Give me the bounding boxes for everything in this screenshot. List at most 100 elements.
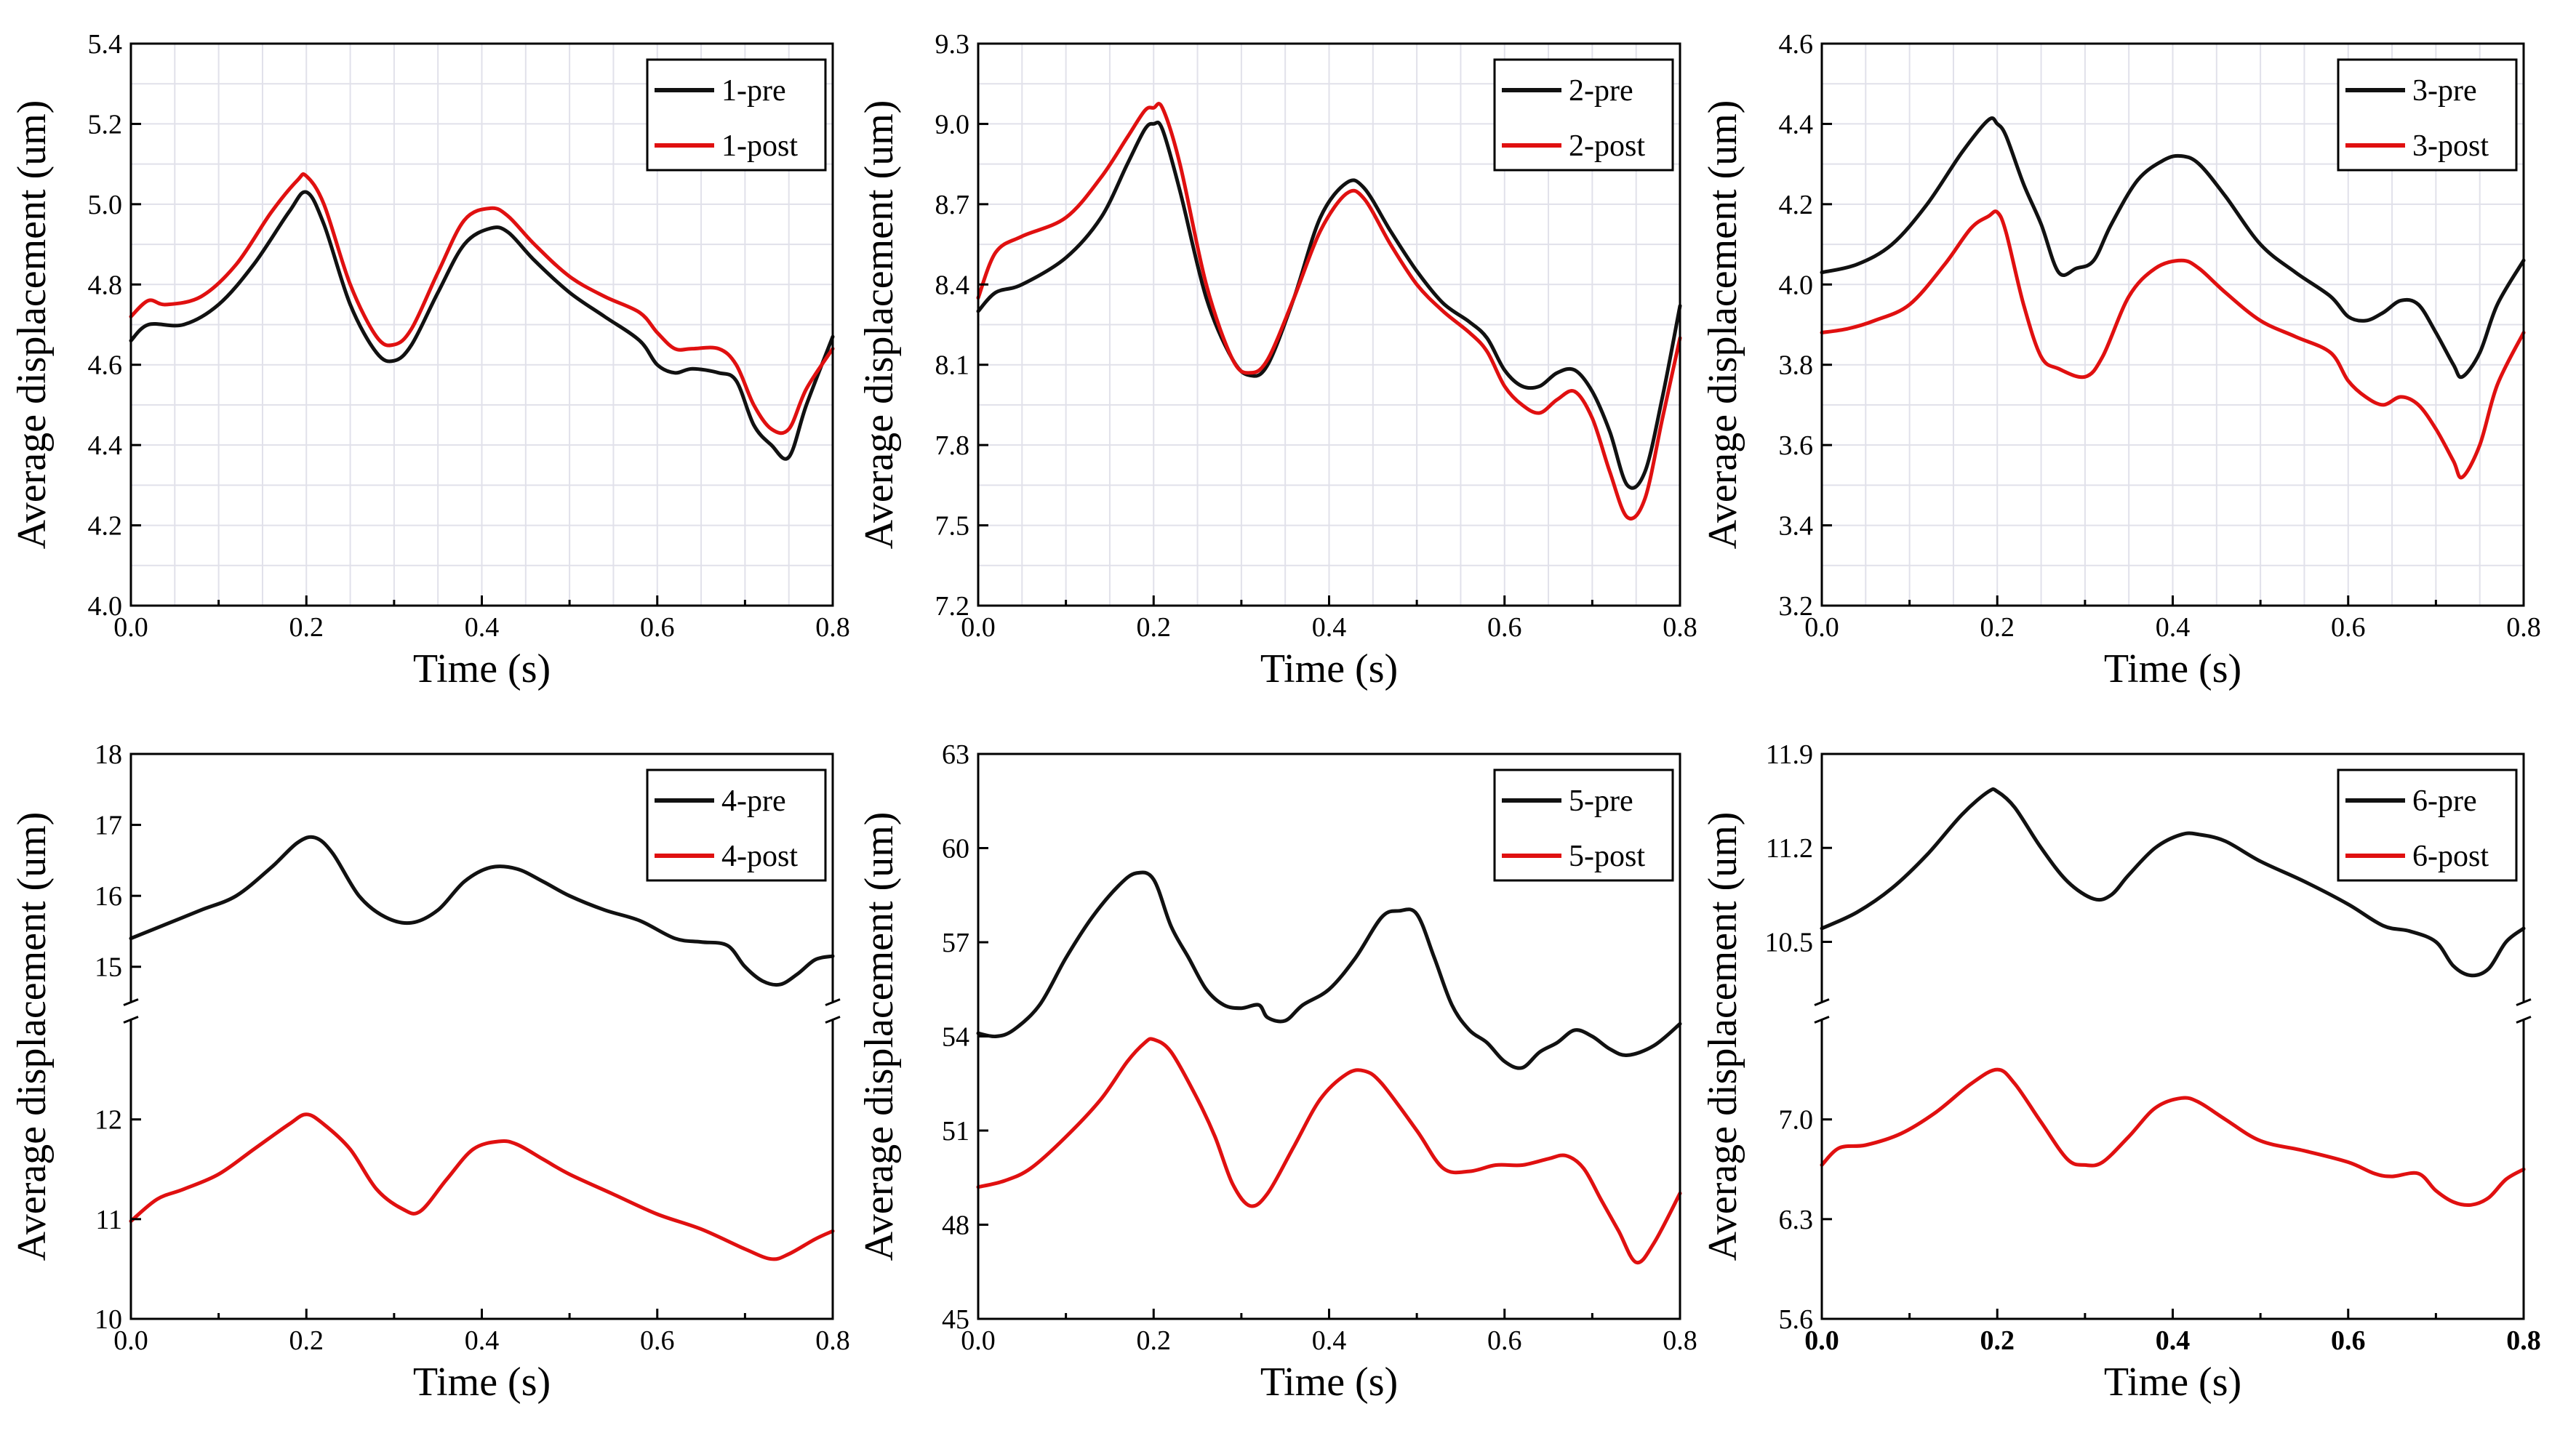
panel-1: 0.0 0.2 0.4 0.6 0.8 4.0 4.2 4.4 4.6 4.8 5.0 5.2 5.4 T… [9,29,850,691]
legend-label-pre: 5-pre [1569,784,1633,818]
x-tick-label: 0.8 [815,1325,850,1356]
series-line-6-post [1820,1067,2526,1208]
y-tick-label: 8.4 [935,270,970,300]
y-tick-label: 45 [942,1304,969,1335]
x-tick-label: 0.4 [1312,1325,1347,1356]
legend: 5-pre 5-post [1493,768,1674,882]
legend-box [2337,768,2518,882]
axes-box-lower [1820,1019,2525,1320]
y-tick-label: 11.9 [1766,739,1813,770]
x-tick-label: 0.0 [1804,612,1839,643]
x-tick-label: 0.4 [1312,612,1347,643]
legend: 2-pre 2-post [1493,58,1674,172]
plot-area [976,102,1682,521]
y-tick-label: 57 [942,928,969,958]
y-tick-label: 8.7 [935,190,970,220]
y-tick-label: 4.0 [1779,270,1814,300]
legend-label-pre: 6-pre [2412,784,2477,818]
x-tick-label: 0.2 [1980,612,2015,643]
panel-3: 0.0 0.2 0.4 0.6 0.8 3.2 3.4 3.6 3.8 4.0 4.2 4.4 4.6 T… [1700,29,2541,691]
axis-break-mark [1814,1016,1830,1024]
x-tick-label: 0.4 [2156,1325,2191,1356]
series-line-2-post [976,102,1682,521]
y-tick-label: 10 [95,1304,122,1335]
ticks [1820,752,2525,1320]
x-axis-title: Time (s) [1260,1360,1398,1405]
plot-area [976,870,1682,1265]
series-line-4-post [129,1112,835,1261]
legend-box [2337,58,2518,172]
y-axis-title: Average displacement (um) [1700,812,1745,1261]
plot-area [1820,787,2526,1208]
y-tick-label: 15 [95,952,122,983]
x-tick-label: 0.4 [2156,612,2191,643]
series-line-1-post [129,172,835,435]
y-tick-label: 5.0 [88,190,123,220]
y-tick-label: 54 [942,1022,969,1053]
legend-box [1493,58,1674,172]
legend: 3-pre 3-post [2337,58,2518,172]
y-tick-label: 3.2 [1779,591,1814,622]
legend-label-pre: 2-pre [1569,74,1633,108]
axis-break-mark [1814,998,1830,1006]
x-tick-label: 0.8 [2506,612,2541,643]
y-tick-label: 4.6 [88,350,123,381]
y-tick-label: 60 [942,834,969,864]
y-tick-label: 4.2 [1779,190,1814,220]
y-tick-label: 10.5 [1765,927,1814,958]
y-tick-label: 3.6 [1779,430,1814,461]
x-tick-label: 0.4 [465,612,500,643]
x-axis-title: Time (s) [413,1360,551,1405]
y-tick-label: 4.4 [88,430,123,461]
y-tick-label: 5.4 [88,29,123,60]
plot-area [1820,116,2526,480]
y-tick-label: 7.8 [935,430,970,461]
x-tick-label: 0.2 [289,612,324,643]
panel-6: 0.0 0.2 0.4 0.6 0.8 10.5 11.2 11.9 5.6 6.3 7.0 Time… [1700,739,2541,1405]
legend-label-post: 4-post [721,840,798,873]
series-line-1-pre [129,190,835,461]
ticks [977,752,1681,1320]
x-tick-label: 0.8 [1663,612,1697,643]
y-tick-label: 4.6 [1779,29,1814,60]
y-tick-label: 16 [95,881,122,912]
x-tick-label: 0.0 [113,1325,148,1356]
plot-area [129,835,835,1261]
axis-break-mark [123,1016,139,1024]
y-tick-label: 4.0 [88,591,123,622]
y-tick-label: 48 [942,1211,969,1241]
panel-4: 0.0 0.2 0.4 0.6 0.8 15 16 17 18 10 11 12 Time (s) Ave… [9,739,850,1405]
series-line-6-pre [1820,787,2526,978]
legend-label-post: 3-post [2412,129,2489,163]
series-line-3-post [1820,209,2526,480]
y-tick-label: 18 [95,739,122,770]
x-tick-label: 0.6 [640,612,675,643]
ticks [977,42,1681,607]
legend-box [646,768,827,882]
x-tick-label: 0.0 [1804,1325,1839,1356]
series-line-5-pre [976,870,1682,1070]
legend-label-pre: 3-pre [2412,74,2477,108]
y-tick-label: 11.2 [1766,833,1813,864]
y-tick-label: 9.0 [935,109,970,140]
legend-label-post: 2-post [1569,129,1645,163]
y-axis-title: Average displacement (um) [9,100,55,550]
x-tick-label: 0.0 [113,612,148,643]
x-tick-label: 0.8 [2506,1325,2541,1356]
ticks [129,752,834,1320]
x-tick-label: 0.2 [1137,612,1172,643]
y-tick-label: 8.1 [935,350,970,381]
y-tick-label: 3.4 [1779,511,1814,542]
legend-label-post: 5-post [1569,840,1645,873]
legend-label-pre: 4-pre [721,784,786,818]
axes-box-upper [1820,752,2525,1003]
axes-box-lower [129,1019,834,1320]
x-tick-label: 0.2 [289,1325,324,1356]
y-tick-label: 7.5 [935,511,970,542]
y-tick-label: 5.6 [1779,1304,1814,1335]
axes-box-upper [129,752,834,1003]
y-tick-label: 51 [942,1116,969,1147]
y-tick-label: 11 [95,1205,122,1235]
legend: 6-pre 6-post [2337,768,2518,882]
y-axis-title: Average displacement (um) [857,812,902,1261]
